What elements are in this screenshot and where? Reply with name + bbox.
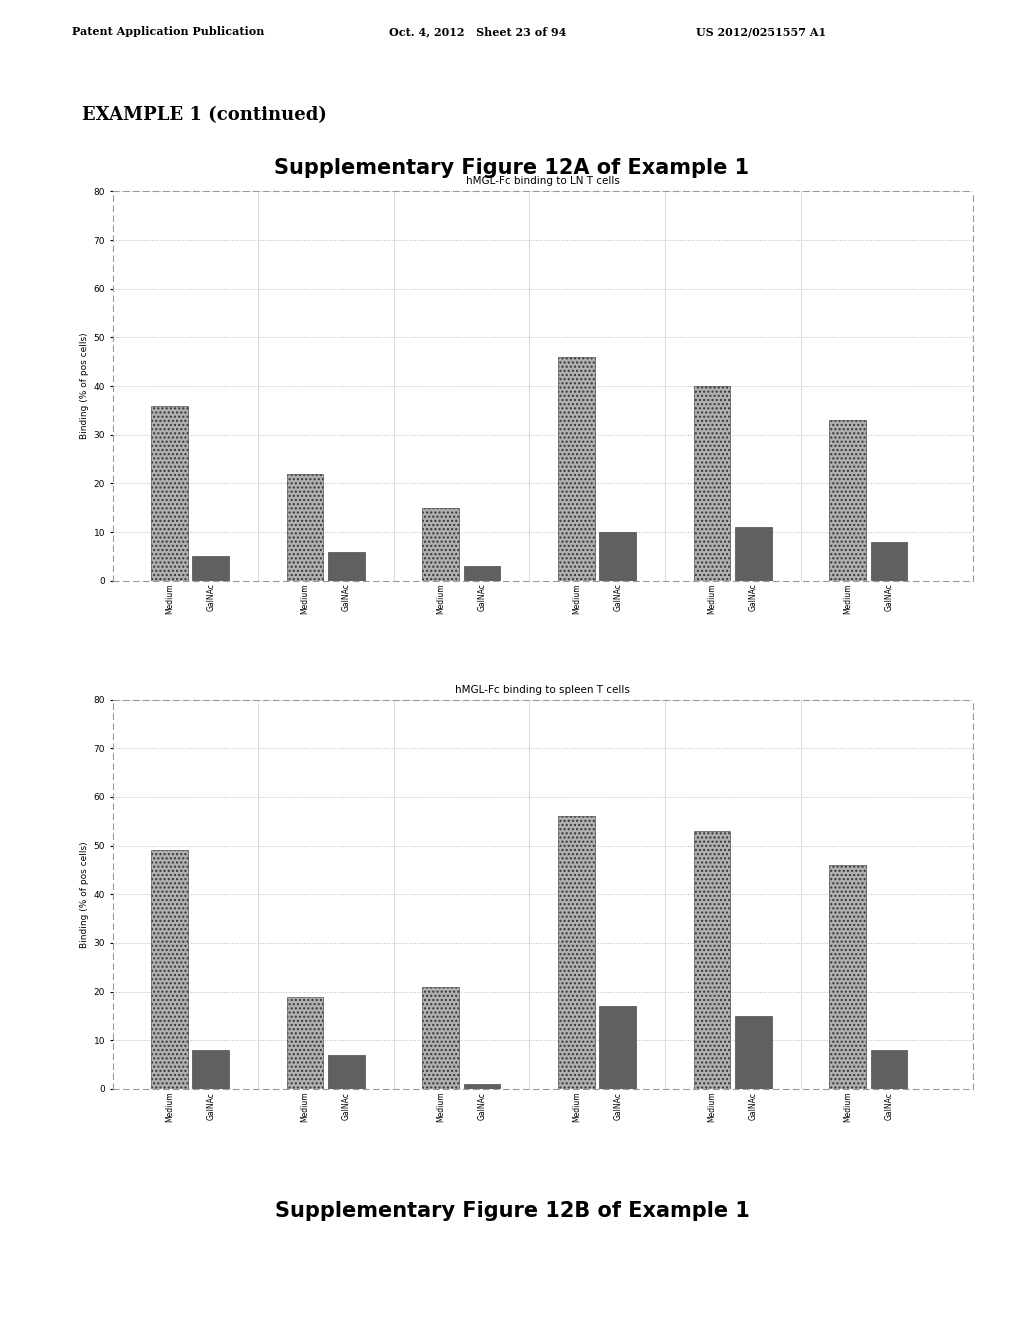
Bar	[870, 541, 907, 581]
Text: Patent Application Publication: Patent Application Publication	[72, 26, 264, 37]
Title: hMGL-Fc binding to spleen T cells: hMGL-Fc binding to spleen T cells	[456, 685, 630, 694]
Text: Oct. 4, 2012   Sheet 23 of 94: Oct. 4, 2012 Sheet 23 of 94	[389, 26, 566, 37]
Bar	[423, 508, 459, 581]
Text: US 2012/0251557 A1: US 2012/0251557 A1	[696, 26, 826, 37]
Bar	[328, 552, 365, 581]
Bar	[558, 356, 595, 581]
Text: Supplementary Figure 12B of Example 1: Supplementary Figure 12B of Example 1	[274, 1201, 750, 1221]
Bar	[829, 420, 866, 581]
Bar	[870, 1051, 907, 1089]
Bar	[599, 532, 636, 581]
Bar	[193, 557, 229, 581]
Bar	[152, 850, 187, 1089]
Bar	[694, 832, 730, 1089]
Bar	[558, 816, 595, 1089]
Title: hMGL-Fc binding to LN T cells: hMGL-Fc binding to LN T cells	[466, 177, 620, 186]
Bar	[735, 527, 772, 581]
Bar	[287, 474, 324, 581]
Text: EXAMPLE 1 (continued): EXAMPLE 1 (continued)	[82, 106, 327, 124]
Bar	[328, 1055, 365, 1089]
Y-axis label: Binding (% of pos cells): Binding (% of pos cells)	[80, 333, 89, 440]
Bar	[152, 405, 187, 581]
Bar	[287, 997, 324, 1089]
Bar	[423, 987, 459, 1089]
Bar	[829, 865, 866, 1089]
Bar	[464, 1084, 501, 1089]
Bar	[694, 385, 730, 581]
Bar	[464, 566, 501, 581]
Bar	[599, 1006, 636, 1089]
Bar	[735, 1016, 772, 1089]
Bar	[193, 1051, 229, 1089]
Y-axis label: Binding (% of pos cells): Binding (% of pos cells)	[80, 841, 89, 948]
Text: Supplementary Figure 12A of Example 1: Supplementary Figure 12A of Example 1	[274, 158, 750, 178]
